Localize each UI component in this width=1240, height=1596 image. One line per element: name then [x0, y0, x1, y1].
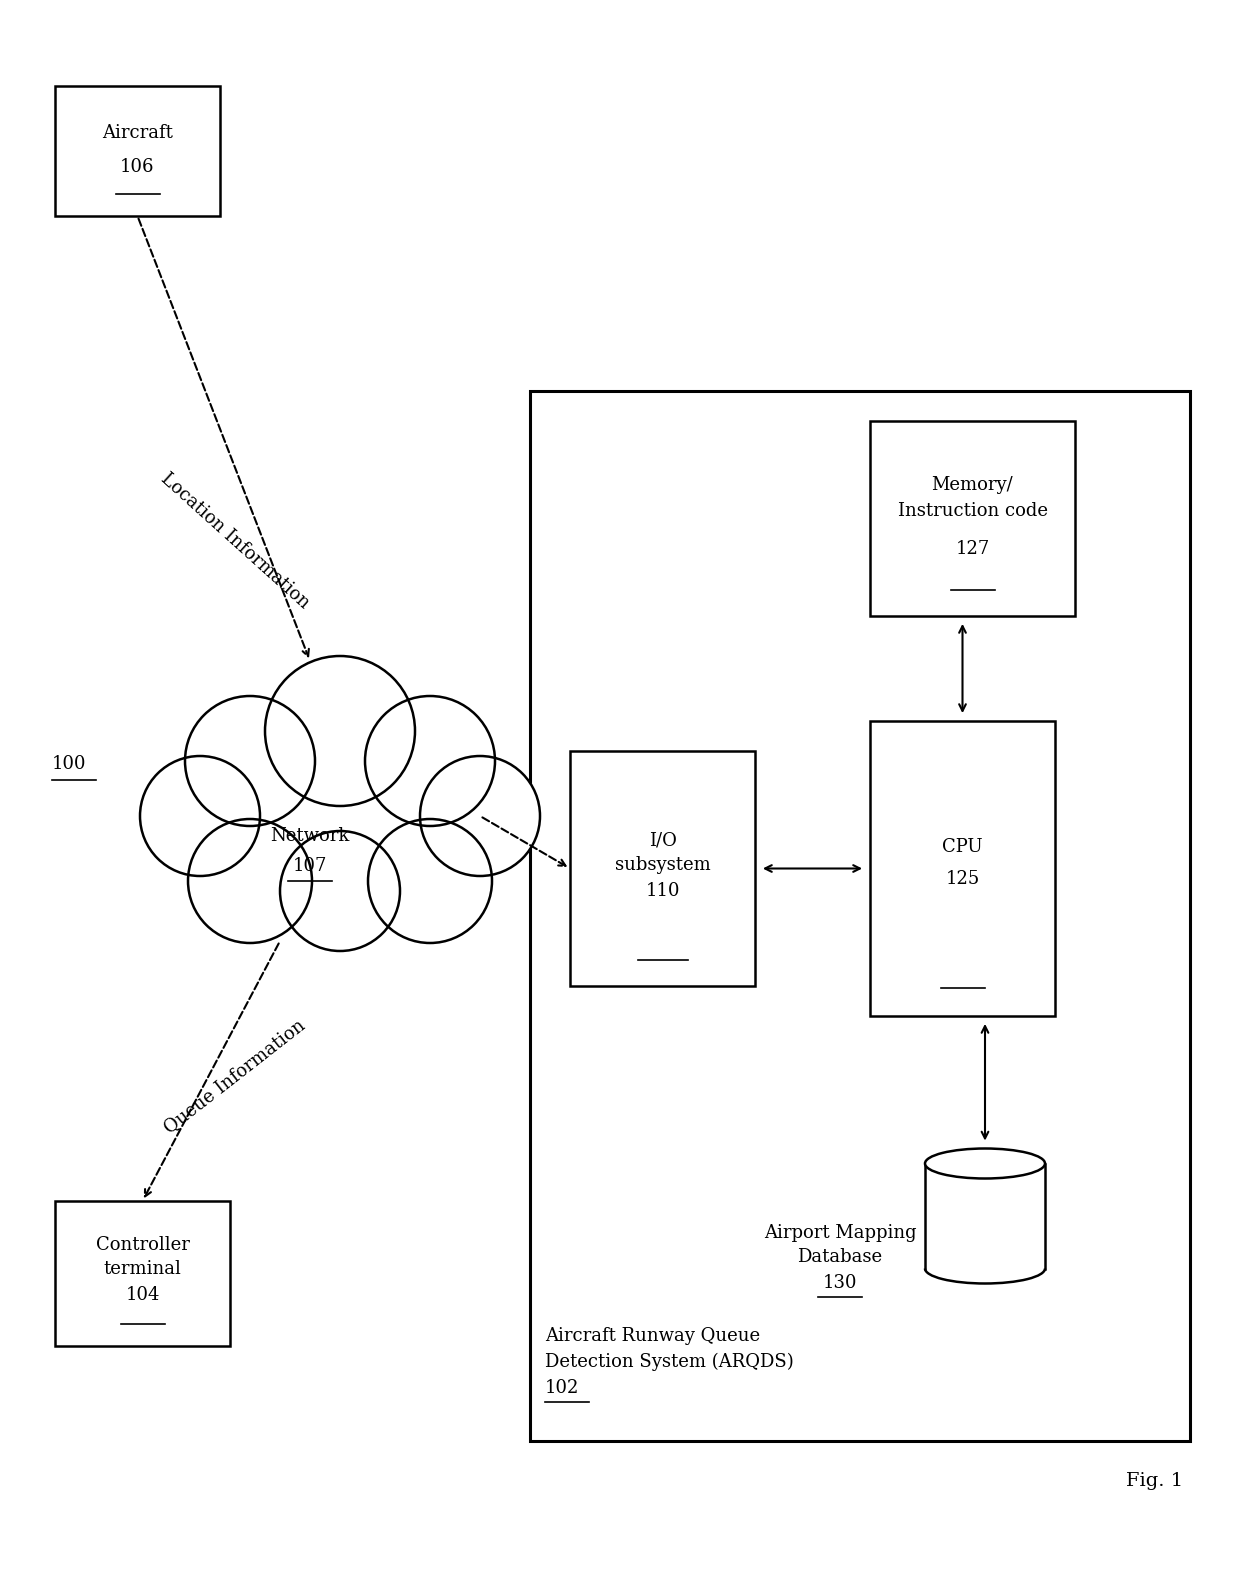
Text: CPU: CPU — [942, 838, 983, 855]
Text: 100: 100 — [52, 755, 87, 772]
Text: Airport Mapping: Airport Mapping — [764, 1224, 916, 1242]
Text: Aircraft Runway Queue: Aircraft Runway Queue — [546, 1326, 760, 1345]
Circle shape — [420, 757, 539, 876]
Text: 125: 125 — [945, 870, 980, 887]
Text: Database: Database — [797, 1248, 883, 1266]
Bar — [55, 1202, 229, 1345]
Bar — [570, 752, 755, 986]
Text: Memory/: Memory/ — [931, 476, 1013, 493]
Circle shape — [365, 696, 495, 827]
Text: Queue Information: Queue Information — [161, 1015, 309, 1136]
Text: Detection System (ARQDS): Detection System (ARQDS) — [546, 1353, 794, 1371]
Text: Location Information: Location Information — [157, 469, 312, 613]
Text: Network: Network — [270, 827, 350, 844]
Text: 127: 127 — [955, 539, 990, 557]
Text: Instruction code: Instruction code — [898, 501, 1048, 520]
Bar — [529, 391, 1190, 1441]
Text: 107: 107 — [293, 857, 327, 875]
Text: 106: 106 — [120, 158, 155, 176]
Circle shape — [368, 819, 492, 943]
Circle shape — [140, 757, 260, 876]
Text: subsystem: subsystem — [615, 855, 711, 873]
Bar — [870, 421, 1075, 616]
Text: Aircraft: Aircraft — [102, 124, 172, 142]
Circle shape — [265, 656, 415, 806]
Ellipse shape — [925, 1149, 1045, 1178]
Text: I/O: I/O — [649, 832, 677, 849]
Circle shape — [188, 819, 312, 943]
Text: terminal: terminal — [104, 1261, 181, 1278]
Text: 104: 104 — [125, 1286, 160, 1304]
Text: Fig. 1: Fig. 1 — [1126, 1472, 1183, 1491]
Bar — [870, 721, 1055, 1017]
Text: 130: 130 — [823, 1274, 857, 1293]
Circle shape — [280, 832, 401, 951]
Text: 102: 102 — [546, 1379, 579, 1396]
Bar — [925, 1163, 1045, 1269]
Text: 110: 110 — [645, 881, 680, 900]
Circle shape — [185, 696, 315, 827]
Text: Controller: Controller — [95, 1237, 190, 1254]
Bar — [55, 86, 219, 215]
